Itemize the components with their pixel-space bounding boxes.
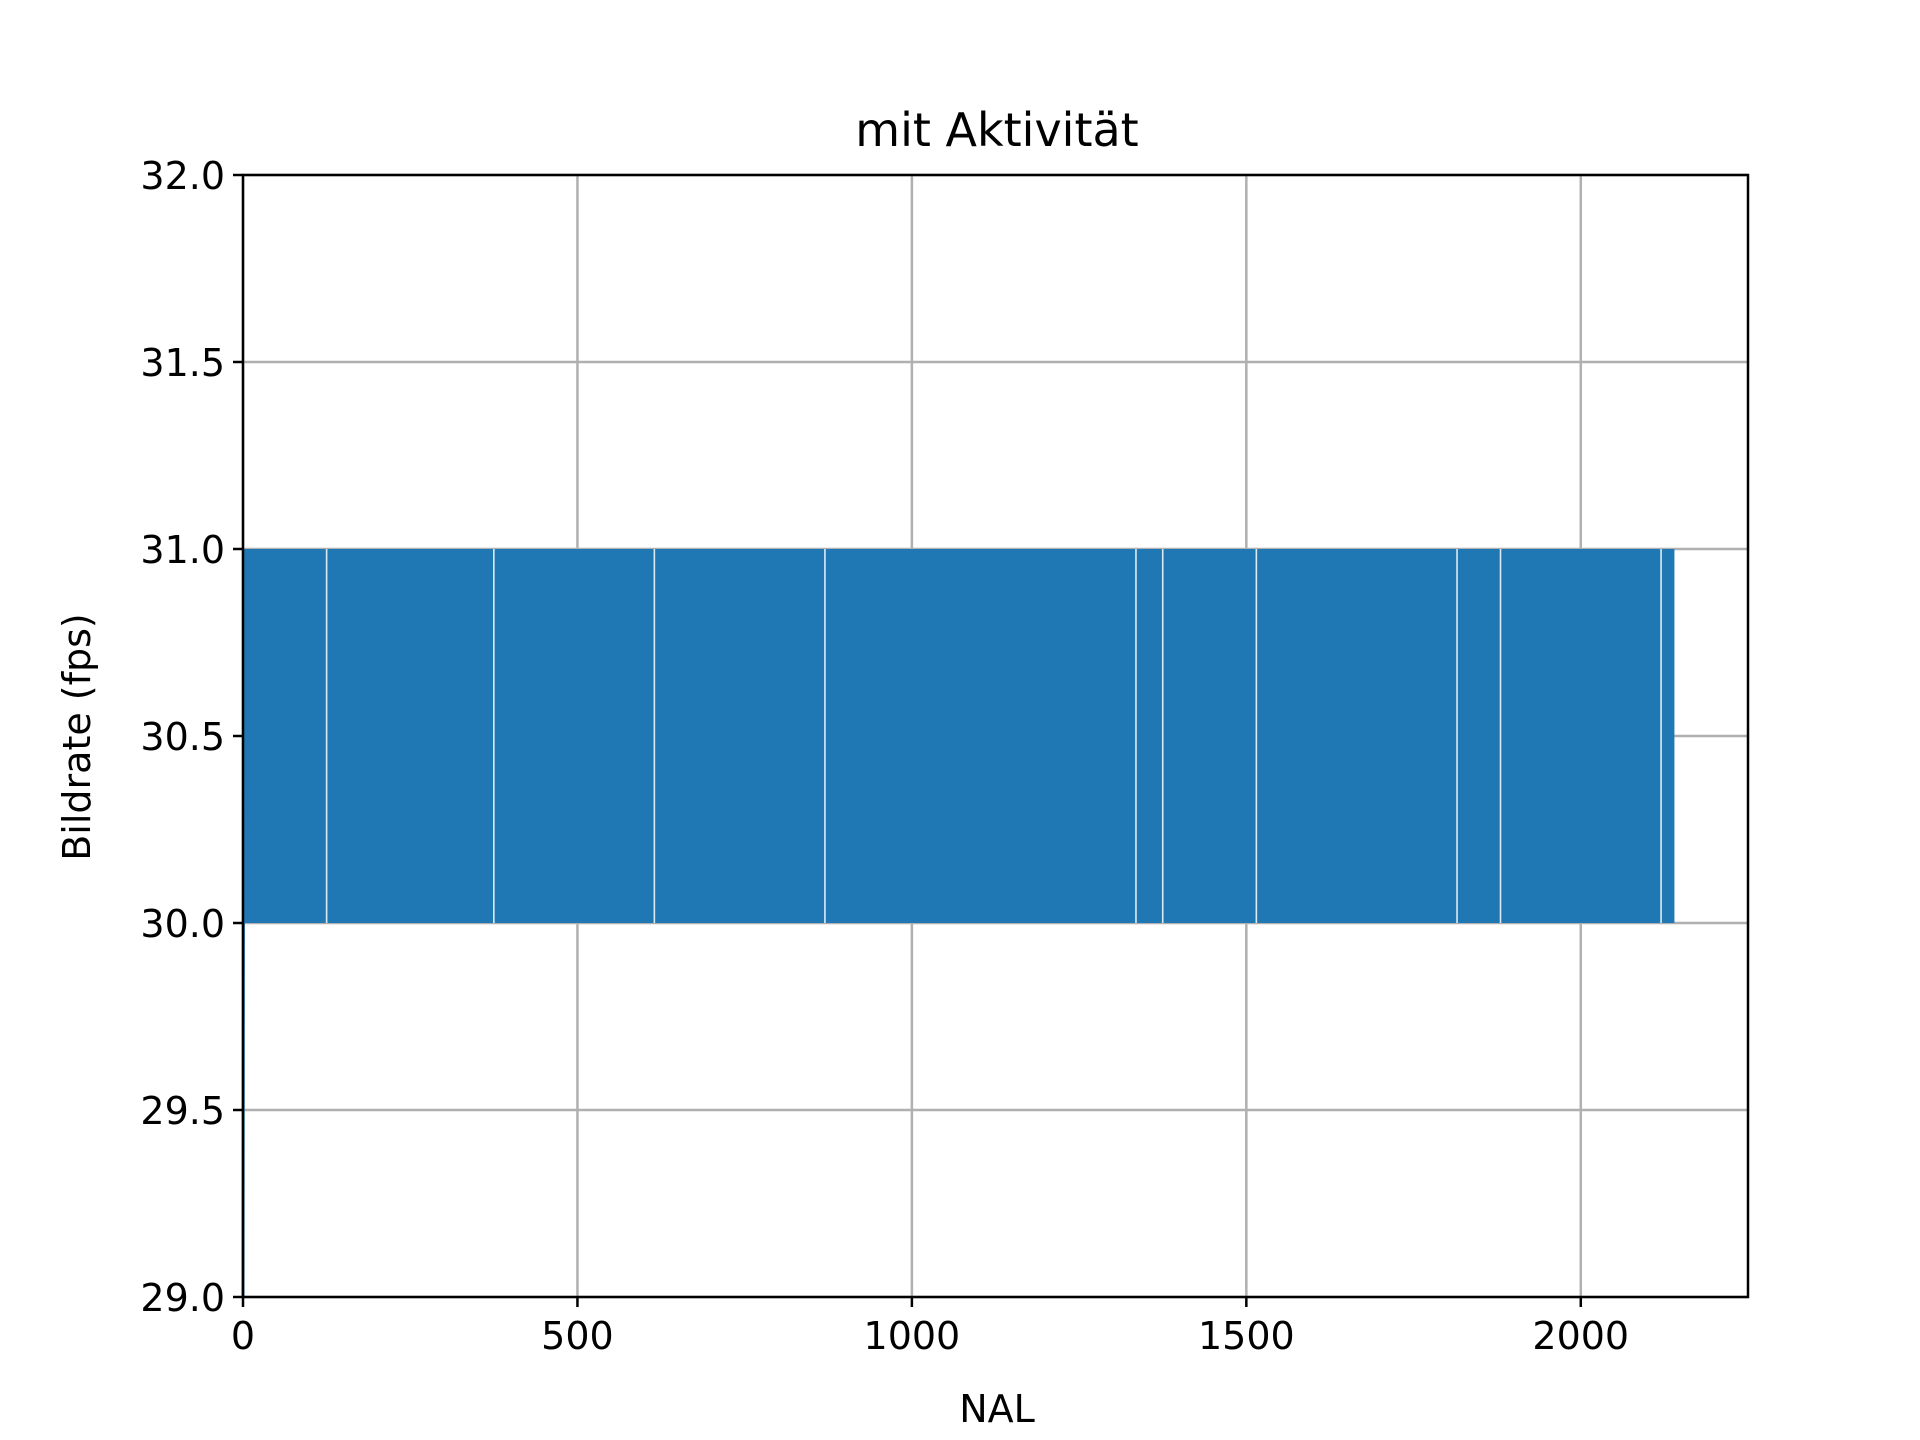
y-tick-label: 29.0 <box>140 1276 225 1320</box>
x-axis-label: NAL <box>959 1387 1035 1431</box>
y-tick-label: 32.0 <box>140 154 225 198</box>
y-tick-label: 31.0 <box>140 528 225 572</box>
y-axis-label: Bildrate (fps) <box>55 613 99 861</box>
labels-layer: mit Aktivität NAL Bildrate (fps) <box>55 103 1139 1431</box>
x-tick-label: 1000 <box>864 1314 961 1358</box>
y-tick-label: 30.0 <box>140 902 225 946</box>
x-tick-label: 0 <box>231 1314 255 1358</box>
y-tick-label: 29.5 <box>140 1089 225 1133</box>
series-layer <box>241 548 1675 1298</box>
y-tick-label: 31.5 <box>140 341 225 385</box>
chart-title: mit Aktivität <box>855 103 1138 157</box>
x-tick-label: 500 <box>541 1314 614 1358</box>
x-tick-label: 1500 <box>1198 1314 1295 1358</box>
series-band <box>243 549 1675 923</box>
y-tick-label: 30.5 <box>140 715 225 759</box>
axes-layer: 0 500 1000 1500 2000 29.0 29.5 30.0 30.5 31.0 31.5… <box>140 154 1750 1358</box>
x-tick-label: 2000 <box>1532 1314 1629 1358</box>
